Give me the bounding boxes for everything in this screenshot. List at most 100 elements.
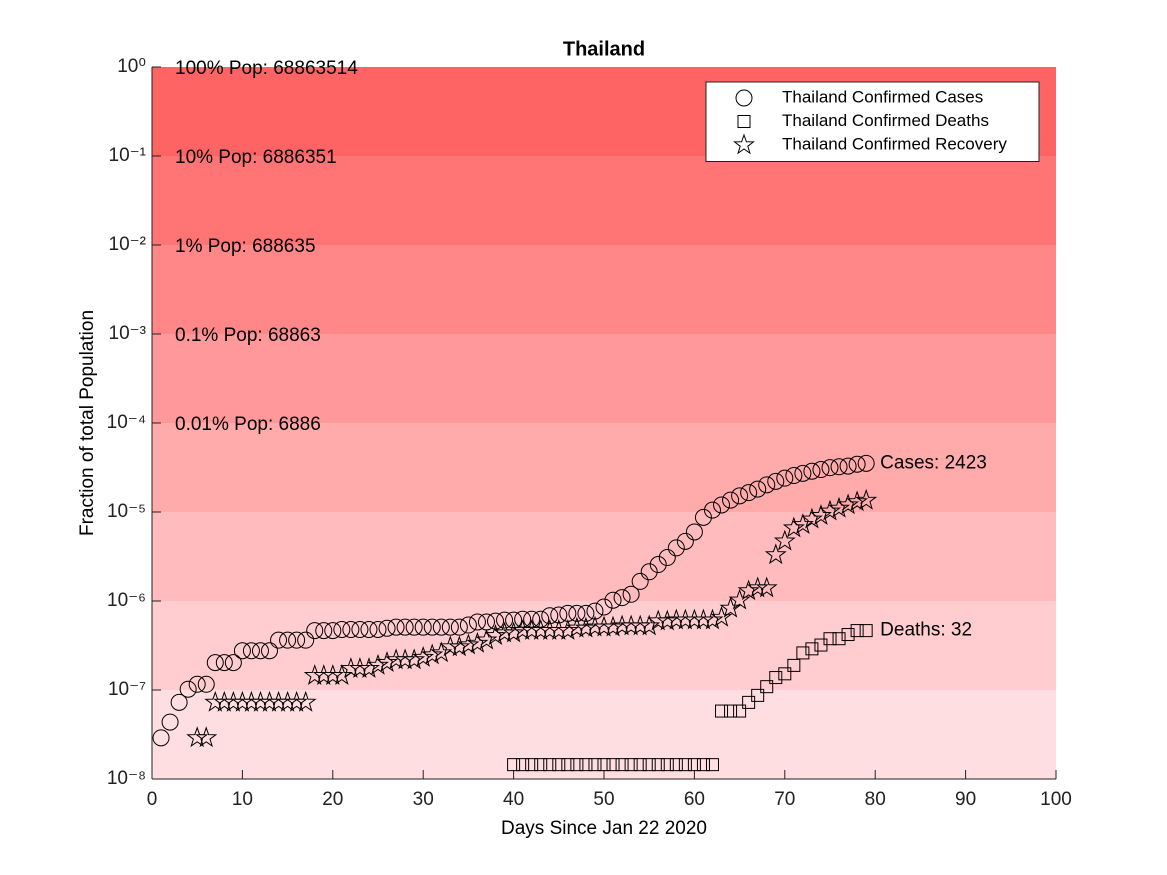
marker (215, 654, 233, 672)
marker (794, 464, 812, 482)
marker (206, 654, 224, 672)
marker (534, 758, 548, 772)
marker (859, 624, 873, 638)
marker (421, 643, 444, 665)
legend-label: Thailand Confirmed Deaths (782, 111, 989, 130)
marker (441, 618, 459, 636)
marker (778, 667, 792, 681)
marker (629, 614, 652, 636)
marker (487, 612, 505, 630)
band (152, 245, 1056, 334)
marker (195, 726, 218, 748)
marker (828, 496, 851, 518)
marker (267, 690, 290, 712)
marker (791, 513, 814, 535)
marker (758, 476, 776, 494)
marker (152, 729, 170, 747)
marker (669, 758, 683, 772)
marker (376, 651, 399, 672)
marker (687, 758, 701, 772)
marker (568, 604, 586, 622)
marker (270, 631, 288, 649)
marker (405, 618, 423, 636)
chart-title: Thailand (563, 38, 645, 60)
marker (502, 621, 525, 643)
marker (333, 620, 351, 638)
band (152, 423, 1056, 512)
marker (466, 631, 489, 653)
marker (459, 616, 477, 634)
end-label: Cases: 2423 (880, 452, 987, 473)
marker (602, 615, 625, 637)
marker (701, 608, 724, 630)
marker (703, 501, 721, 519)
marker (240, 690, 263, 712)
marker (179, 680, 197, 698)
marker (430, 641, 453, 663)
marker (297, 631, 315, 649)
marker (496, 611, 514, 629)
marker (769, 671, 783, 685)
marker (597, 758, 611, 772)
marker (631, 572, 649, 590)
x-axis-label: Days Since Jan 22 2020 (501, 818, 707, 839)
marker (188, 675, 206, 693)
band (152, 512, 1056, 601)
x-tick-label: 30 (413, 789, 434, 810)
marker (667, 539, 685, 557)
marker (638, 614, 661, 636)
marker (724, 704, 738, 718)
marker (857, 454, 875, 472)
marker (507, 758, 521, 772)
marker (760, 680, 774, 694)
x-tick-label: 90 (955, 789, 976, 810)
marker (782, 516, 805, 538)
marker (647, 609, 670, 631)
marker (656, 609, 679, 631)
y-tick-label: 10⁻⁸ (107, 768, 146, 789)
x-tick-label: 50 (593, 789, 614, 810)
marker (749, 480, 767, 498)
marker (233, 642, 251, 660)
plot: 0 10 20 30 40 50 60 70 80 90 100 10⁻⁸ 10⁻⁷ 10⁻⁶ 10⁻⁵ 10… (107, 56, 1072, 810)
band (152, 156, 1056, 245)
marker (387, 618, 405, 636)
marker (412, 646, 435, 667)
marker (222, 690, 245, 712)
marker (787, 658, 801, 672)
marker (633, 758, 647, 772)
marker (342, 620, 360, 638)
marker (579, 758, 593, 772)
marker (432, 618, 450, 636)
marker (696, 758, 710, 772)
marker (812, 461, 830, 479)
legend-label: Thailand Confirmed Recovery (782, 134, 1007, 153)
marker (722, 491, 740, 509)
band (152, 334, 1056, 423)
marker (651, 758, 665, 772)
y-tick-label: 10⁻⁷ (108, 679, 146, 700)
band (152, 690, 1056, 779)
marker (324, 622, 342, 640)
marker (622, 585, 640, 603)
marker (855, 488, 878, 510)
marker (170, 693, 188, 711)
marker (678, 758, 692, 772)
marker (615, 758, 629, 772)
marker (224, 654, 242, 672)
marker (728, 588, 751, 610)
marker (830, 458, 848, 476)
y-tick-label: 10⁻⁴ (107, 412, 146, 433)
marker (803, 462, 821, 480)
marker (583, 615, 606, 637)
marker (841, 628, 855, 642)
marker (751, 688, 765, 702)
marker (613, 589, 631, 607)
marker (715, 704, 729, 718)
marker (550, 606, 568, 624)
marker (251, 642, 269, 660)
marker (660, 758, 674, 772)
marker (475, 628, 498, 650)
marker (448, 635, 471, 657)
marker (197, 675, 215, 693)
